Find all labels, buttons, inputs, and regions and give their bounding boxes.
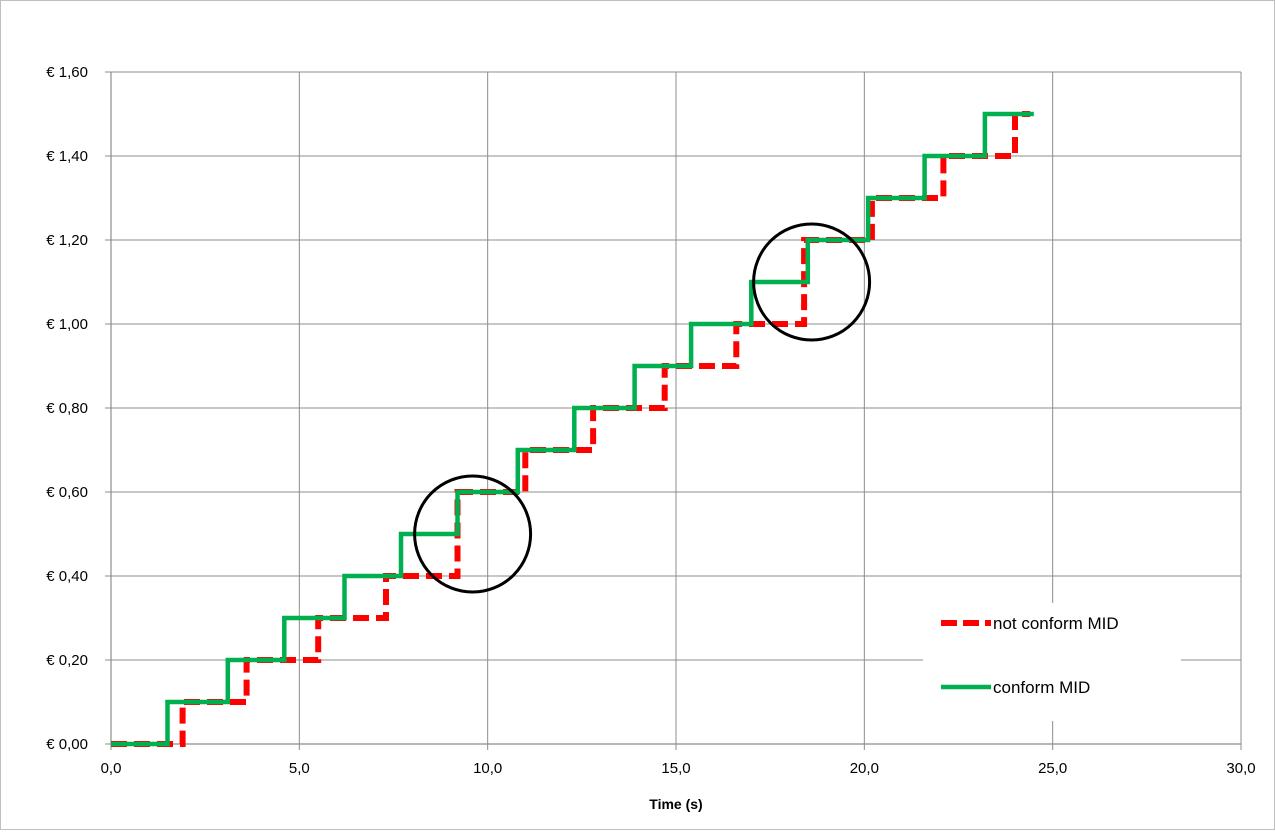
series-line-conform-mid: [111, 111, 1034, 747]
legend-label-not-conform-mid: not conform MID: [993, 614, 1119, 633]
x-axis-label: Time (s): [649, 796, 702, 812]
x-tick-label: 15,0: [661, 760, 690, 777]
x-tick-label: 30,0: [1226, 760, 1255, 777]
x-tick-label: 0,0: [101, 760, 122, 777]
series-line-not-conform-mid: [111, 111, 1031, 747]
y-tick-label: € 0,20: [46, 652, 88, 669]
legend-label-conform-mid: conform MID: [993, 678, 1090, 697]
y-tick-label: € 1,40: [46, 148, 88, 165]
highlight-circle: [413, 474, 533, 594]
x-tick-label: 5,0: [289, 760, 310, 777]
legend: not conform MID conform MID: [923, 603, 1181, 721]
y-tick-label: € 1,60: [46, 64, 88, 81]
x-tick-label: 20,0: [850, 760, 879, 777]
y-tick-label: € 0,60: [46, 484, 88, 501]
x-tick-label: 25,0: [1038, 760, 1067, 777]
y-tick-label: € 0,40: [46, 568, 88, 585]
series-layer: [111, 111, 1034, 747]
annotation-layer: [413, 222, 872, 594]
y-tick-label: € 1,00: [46, 316, 88, 333]
x-tick-labels: 0,0 5,0 10,0 15,0 20,0 25,0 30,0: [101, 760, 1256, 777]
y-tick-label: € 0,00: [46, 736, 88, 753]
y-tick-labels: € 0,00 € 0,20 € 0,40 € 0,60 € 0,80 € 1,00 € 1,…: [46, 64, 88, 753]
highlight-circle: [752, 222, 872, 342]
y-tick-label: € 1,20: [46, 232, 88, 249]
y-tick-label: € 0,80: [46, 400, 88, 417]
x-tick-label: 10,0: [473, 760, 502, 777]
